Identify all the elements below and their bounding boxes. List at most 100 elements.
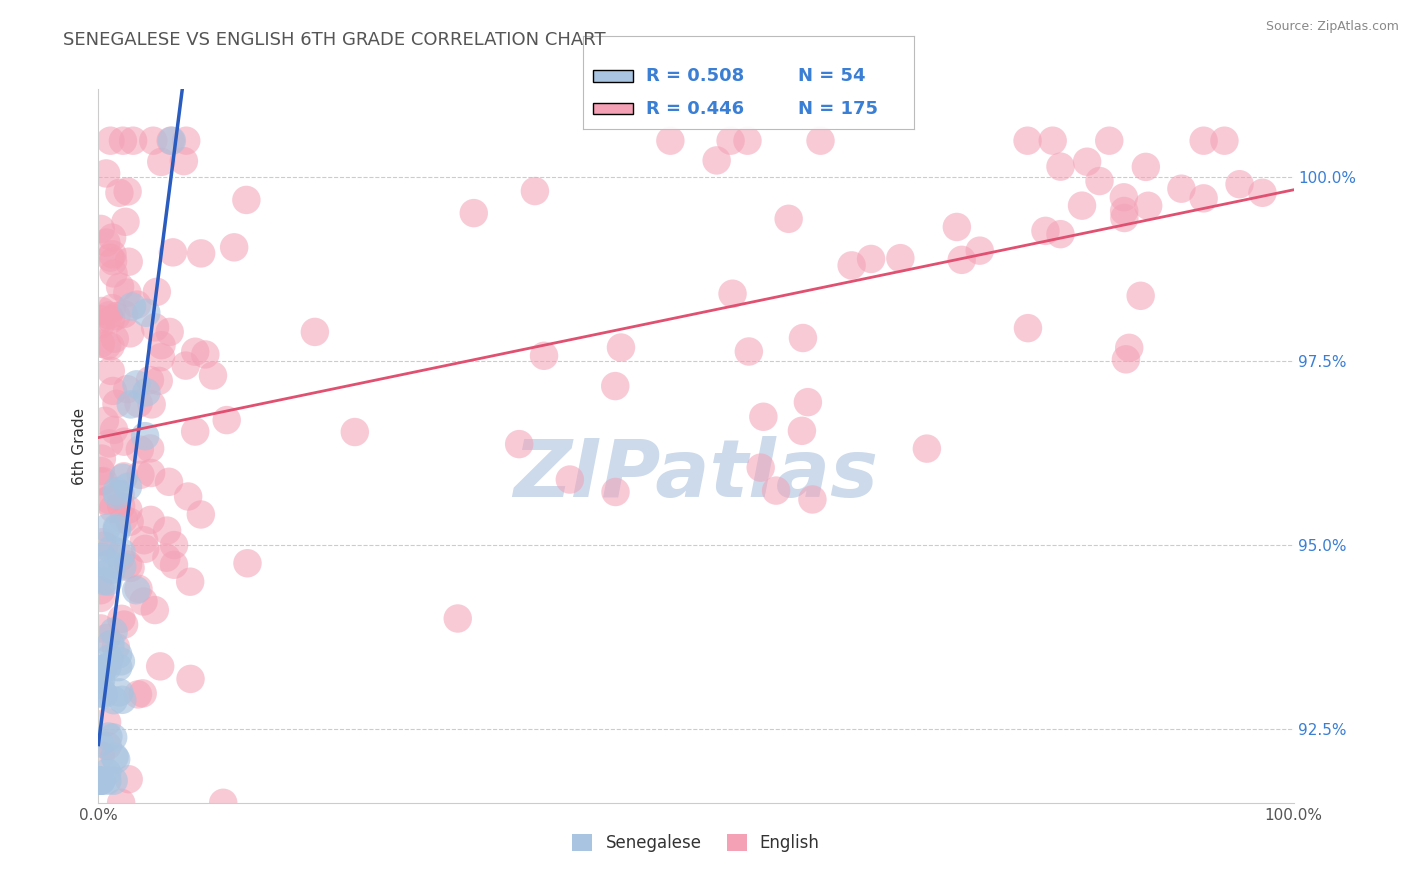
- Point: [128, 396, 150, 410]
- Point: [1076, 154, 1098, 169]
- Point: [117, 480, 139, 494]
- Point: [90, 451, 112, 466]
- Point: [447, 611, 470, 625]
- Point: [132, 594, 155, 608]
- FancyBboxPatch shape: [593, 70, 633, 81]
- Point: [139, 442, 162, 456]
- Point: [110, 654, 132, 668]
- Point: [143, 603, 166, 617]
- Point: [174, 134, 197, 148]
- Point: [90, 591, 112, 605]
- Point: [184, 344, 207, 359]
- Point: [90, 662, 112, 676]
- Point: [100, 312, 122, 326]
- Point: [129, 467, 152, 482]
- Point: [1098, 134, 1121, 148]
- Point: [737, 134, 759, 148]
- Point: [101, 384, 124, 398]
- Point: [90, 568, 112, 582]
- Text: N = 54: N = 54: [799, 67, 866, 85]
- Point: [111, 471, 134, 485]
- Point: [1071, 199, 1094, 213]
- Point: [90, 622, 112, 636]
- Point: [90, 312, 112, 326]
- Point: [118, 515, 141, 529]
- Point: [950, 252, 973, 267]
- Point: [104, 749, 127, 764]
- Text: Source: ZipAtlas.com: Source: ZipAtlas.com: [1265, 20, 1399, 33]
- Point: [107, 660, 129, 674]
- Text: SENEGALESE VS ENGLISH 6TH GRADE CORRELATION CHART: SENEGALESE VS ENGLISH 6TH GRADE CORRELAT…: [63, 31, 606, 49]
- Point: [127, 297, 149, 311]
- Point: [90, 748, 112, 763]
- Point: [1112, 190, 1135, 204]
- Point: [96, 660, 118, 674]
- Point: [792, 331, 814, 345]
- Point: [143, 320, 166, 334]
- Point: [738, 344, 761, 359]
- Point: [111, 693, 134, 707]
- Point: [96, 773, 118, 788]
- Point: [810, 134, 832, 148]
- Point: [101, 230, 124, 244]
- Point: [89, 773, 111, 788]
- Point: [139, 466, 162, 480]
- Point: [108, 279, 131, 293]
- Point: [105, 309, 128, 323]
- Point: [201, 368, 224, 383]
- Point: [605, 485, 627, 500]
- Point: [1088, 174, 1111, 188]
- Point: [90, 673, 112, 687]
- Point: [100, 339, 122, 353]
- Point: [111, 559, 134, 574]
- Point: [159, 134, 181, 148]
- Point: [112, 512, 135, 526]
- Point: [120, 326, 142, 341]
- Point: [90, 664, 112, 678]
- Point: [1135, 160, 1157, 174]
- Point: [215, 413, 238, 427]
- Point: [90, 336, 112, 351]
- Point: [89, 773, 111, 788]
- Point: [1129, 289, 1152, 303]
- Point: [110, 612, 132, 626]
- Point: [139, 513, 162, 527]
- Point: [304, 325, 326, 339]
- Point: [110, 545, 132, 559]
- Point: [112, 307, 135, 321]
- Point: [108, 685, 131, 699]
- Point: [89, 678, 111, 692]
- Point: [91, 686, 114, 700]
- Point: [96, 631, 118, 645]
- Point: [103, 267, 125, 281]
- Point: [128, 442, 150, 457]
- Point: [148, 374, 170, 388]
- Point: [1114, 204, 1136, 219]
- Point: [135, 306, 157, 320]
- Point: [752, 409, 775, 424]
- Point: [1049, 160, 1071, 174]
- Point: [558, 473, 581, 487]
- Point: [112, 469, 135, 483]
- Point: [90, 773, 112, 788]
- Point: [1017, 134, 1039, 148]
- Point: [105, 397, 128, 411]
- Point: [110, 796, 132, 810]
- Point: [236, 556, 259, 570]
- Point: [103, 624, 125, 639]
- Point: [105, 521, 128, 535]
- Point: [790, 424, 813, 438]
- Point: [125, 377, 148, 392]
- Point: [91, 549, 114, 564]
- Point: [1229, 178, 1251, 192]
- Point: [97, 308, 120, 322]
- Point: [117, 502, 139, 516]
- Point: [96, 338, 118, 352]
- Point: [121, 300, 143, 314]
- Point: [177, 490, 200, 504]
- Text: R = 0.508: R = 0.508: [647, 67, 745, 85]
- Point: [90, 222, 112, 236]
- Point: [100, 637, 122, 651]
- Point: [117, 185, 139, 199]
- Point: [134, 429, 156, 443]
